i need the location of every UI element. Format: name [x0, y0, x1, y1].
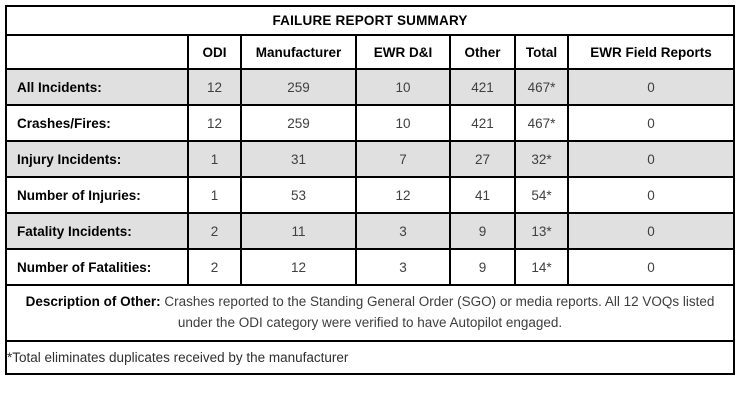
- value-cell: 0: [566, 140, 736, 178]
- value-cell: 2: [187, 248, 242, 286]
- value-cell: 13*: [514, 212, 569, 250]
- table-row-fatality-incidents: Fatality Incidents: 2 11 3 9 13* 0: [5, 212, 736, 250]
- column-header-total: Total: [514, 34, 569, 70]
- value-cell: 31: [240, 140, 357, 178]
- column-header-ewr-di: EWR D&I: [355, 34, 451, 70]
- table-row-injury-incidents: Injury Incidents: 1 31 7 27 32* 0: [5, 140, 736, 178]
- value-cell: 0: [566, 68, 736, 106]
- value-cell: 0: [566, 176, 736, 214]
- column-header-manufacturer: Manufacturer: [240, 34, 357, 70]
- title-row: FAILURE REPORT SUMMARY: [4, 5, 736, 36]
- row-label: Number of Injuries:: [5, 176, 189, 214]
- table-row-number-of-injuries: Number of Injuries: 1 53 12 41 54* 0: [5, 176, 736, 214]
- value-cell: 27: [449, 140, 516, 178]
- column-header-blank: [5, 34, 189, 70]
- value-cell: 14*: [514, 248, 569, 286]
- value-cell: 32*: [514, 140, 569, 178]
- value-cell: 53: [240, 176, 357, 214]
- value-cell: 1: [187, 140, 242, 178]
- value-cell: 467*: [514, 68, 569, 106]
- value-cell: 7: [355, 140, 451, 178]
- table-row-crashes-fires: Crashes/Fires: 12 259 10 421 467* 0: [5, 104, 736, 142]
- value-cell: 259: [240, 68, 357, 106]
- value-cell: 467*: [514, 104, 569, 142]
- value-cell: 3: [355, 212, 451, 250]
- column-header-odi: ODI: [187, 34, 242, 70]
- value-cell: 12: [240, 248, 357, 286]
- description-text: Crashes reported to the Standing General…: [164, 294, 715, 330]
- value-cell: 0: [566, 248, 736, 286]
- value-cell: 1: [187, 176, 242, 214]
- column-header-row: ODI Manufacturer EWR D&I Other Total EWR…: [5, 34, 736, 70]
- row-label: Number of Fatalities:: [5, 248, 189, 286]
- description-label: Description of Other:: [25, 294, 165, 310]
- row-label: Crashes/Fires:: [5, 104, 189, 142]
- row-label: All Incidents:: [5, 68, 189, 106]
- table-row-number-of-fatalities: Number of Fatalities: 2 12 3 9 14* 0: [5, 248, 736, 286]
- column-header-ewr-field-reports: EWR Field Reports: [566, 34, 736, 70]
- value-cell: 0: [566, 104, 736, 142]
- column-header-other: Other: [449, 34, 516, 70]
- footnote-row: *Total eliminates duplicates received by…: [4, 340, 736, 375]
- value-cell: 9: [449, 212, 516, 250]
- value-cell: 259: [240, 104, 357, 142]
- value-cell: 12: [187, 68, 242, 106]
- value-cell: 10: [355, 68, 451, 106]
- value-cell: 11: [240, 212, 357, 250]
- row-label: Injury Incidents:: [5, 140, 189, 178]
- value-cell: 2: [187, 212, 242, 250]
- table-row-all-incidents: All Incidents: 12 259 10 421 467* 0: [5, 68, 736, 106]
- value-cell: 3: [355, 248, 451, 286]
- value-cell: 54*: [514, 176, 569, 214]
- value-cell: 421: [449, 68, 516, 106]
- value-cell: 12: [187, 104, 242, 142]
- report-title: FAILURE REPORT SUMMARY: [4, 5, 736, 36]
- description-of-other: Description of Other: Crashes reported t…: [4, 284, 736, 342]
- value-cell: 41: [449, 176, 516, 214]
- value-cell: 0: [566, 212, 736, 250]
- value-cell: 421: [449, 104, 516, 142]
- row-label: Fatality Incidents:: [5, 212, 189, 250]
- total-footnote: *Total eliminates duplicates received by…: [4, 340, 736, 375]
- failure-report-table: FAILURE REPORT SUMMARY ODI Manufacturer …: [4, 5, 736, 375]
- description-row: Description of Other: Crashes reported t…: [4, 284, 736, 342]
- value-cell: 9: [449, 248, 516, 286]
- value-cell: 12: [355, 176, 451, 214]
- value-cell: 10: [355, 104, 451, 142]
